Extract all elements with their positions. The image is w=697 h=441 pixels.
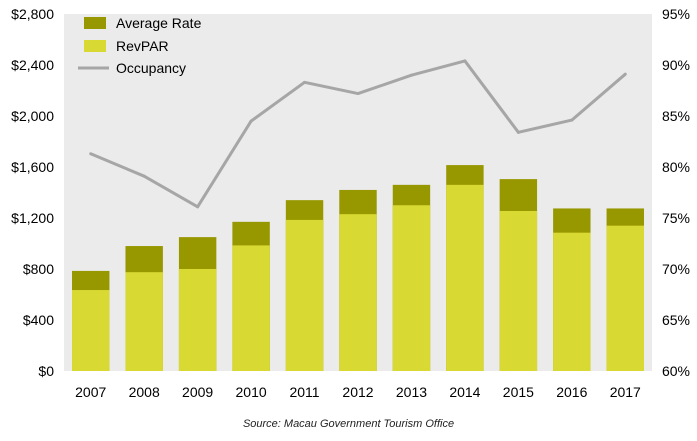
- occupancy-point-2010: [249, 119, 253, 123]
- right-tick-label: 65%: [662, 312, 690, 328]
- x-tick-label: 2012: [342, 384, 373, 400]
- right-tick-label: 60%: [662, 363, 690, 379]
- occupancy-point-2008: [142, 174, 146, 178]
- left-axis-ticks: $0 $400 $800 $1,200 $1,600 $2,000 $2,400 $2,800: [11, 6, 54, 379]
- revpar-bar-2015: [499, 210, 538, 371]
- revpar-bar-2012: [339, 214, 377, 371]
- revpar-bar-2014: [446, 184, 484, 371]
- x-tick-label: 2011: [289, 384, 319, 400]
- left-tick-label: $0: [38, 363, 54, 379]
- source-note: Source: Macau Government Tourism Office: [242, 418, 455, 430]
- left-tick-label: $800: [23, 261, 54, 277]
- left-tick-label: $400: [23, 312, 54, 328]
- left-tick-label: $1,600: [11, 159, 54, 175]
- occupancy-point-2015: [516, 130, 520, 134]
- occupancy-point-2012: [356, 92, 360, 96]
- occupancy-point-2016: [570, 118, 574, 122]
- revpar-bar-2009: [178, 269, 217, 371]
- legend-swatch-average-rate: [84, 17, 106, 29]
- x-tick-label: 2007: [75, 384, 106, 400]
- left-tick-label: $2,400: [11, 57, 54, 73]
- occupancy-point-2007: [89, 152, 93, 156]
- occupancy-series: [89, 59, 627, 209]
- left-tick-label: $2,000: [11, 108, 54, 124]
- x-tick-label: 2008: [129, 384, 160, 400]
- right-tick-label: 95%: [662, 6, 690, 22]
- revpar-bars: [72, 184, 644, 371]
- revpar-bar-2017: [606, 225, 644, 371]
- revpar-bar-2010: [232, 245, 270, 371]
- legend-label: Average Rate: [116, 15, 202, 31]
- revpar-bar-2011: [285, 219, 324, 371]
- right-tick-label: 70%: [662, 261, 690, 277]
- right-tick-label: 80%: [662, 159, 690, 175]
- revpar-bar-2007: [72, 290, 110, 371]
- x-tick-label: 2017: [610, 384, 641, 400]
- legend-label: Occupancy: [116, 60, 186, 76]
- x-tick-label: 2010: [236, 384, 267, 400]
- right-axis-ticks: 60% 65% 70% 75% 80% 85% 90% 95%: [662, 6, 690, 379]
- x-tick-label: 2009: [182, 384, 213, 400]
- x-tick-label: 2013: [396, 384, 427, 400]
- x-tick-label: 2015: [503, 384, 534, 400]
- revpar-bar-2016: [553, 232, 591, 371]
- right-tick-label: 90%: [662, 57, 690, 73]
- left-tick-label: $1,200: [11, 210, 54, 226]
- x-tick-label: 2014: [449, 384, 480, 400]
- legend-label: RevPAR: [116, 38, 169, 54]
- x-axis-ticks: 2007 2008 2009 2010 2011 2012 2013 2014 2015 2016…: [75, 384, 641, 400]
- occupancy-point-2013: [409, 73, 413, 77]
- occupancy-point-2014: [463, 59, 467, 63]
- right-tick-label: 85%: [662, 108, 690, 124]
- revpar-bar-2008: [125, 272, 163, 371]
- x-tick-label: 2016: [556, 384, 587, 400]
- occupancy-point-2009: [196, 205, 200, 209]
- occupancy-point-2017: [623, 72, 627, 76]
- left-tick-label: $2,800: [11, 6, 54, 22]
- right-tick-label: 75%: [662, 210, 690, 226]
- occupancy-point-2011: [303, 80, 307, 84]
- revpar-bar-2013: [392, 205, 431, 371]
- legend: Average Rate RevPAR Occupancy: [78, 15, 202, 76]
- legend-swatch-revpar: [84, 40, 106, 52]
